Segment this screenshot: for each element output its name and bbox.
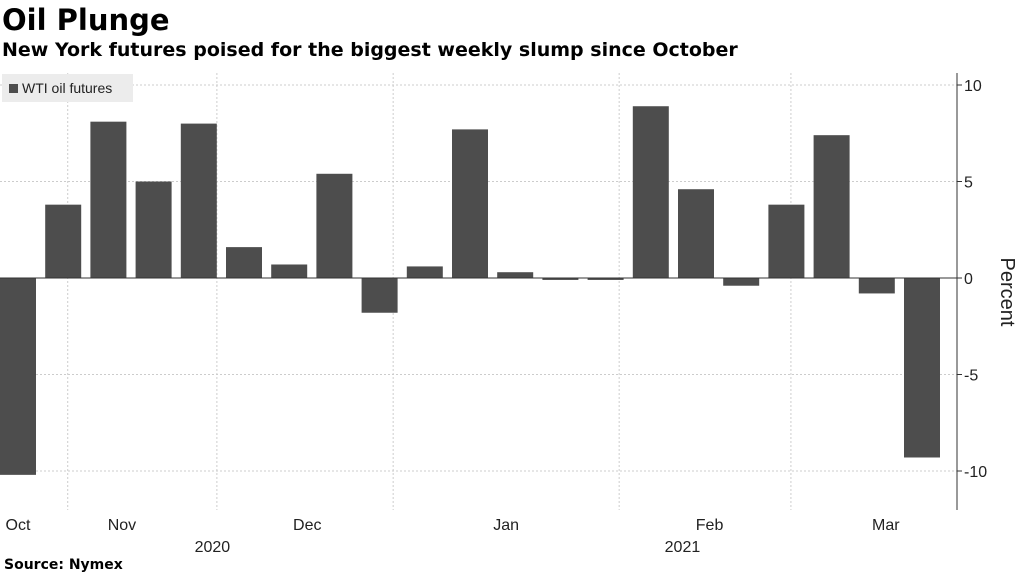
y-axis-label: Percent: [996, 258, 1018, 327]
bar: [542, 278, 579, 280]
axes: 10 5 0 -5 -10 Percent Oct Nov Dec Jan Feb Mar 2020 20…: [0, 73, 1018, 556]
legend: WTI oil futures: [2, 74, 133, 102]
x-tick-label: Jan: [493, 517, 519, 534]
x-year-label: 2020: [195, 539, 231, 556]
y-tick-label: -5: [964, 368, 978, 385]
bar: [316, 173, 353, 278]
x-tick-label: Mar: [872, 517, 900, 534]
chart-subtitle: New York futures poised for the biggest …: [2, 39, 738, 61]
bar: [587, 278, 624, 280]
bar: [497, 272, 534, 278]
bar: [180, 123, 217, 278]
x-tick-label: Dec: [293, 517, 321, 534]
bar: [452, 129, 488, 278]
y-tick-label: -10: [964, 464, 987, 481]
bar: [226, 247, 262, 278]
y-tick-label: 10: [964, 78, 982, 95]
bar: [813, 135, 850, 278]
bar: [858, 278, 895, 294]
x-year-label: 2021: [665, 539, 701, 556]
bar: [90, 121, 127, 278]
x-tick-label: Nov: [108, 517, 136, 534]
bars: [0, 106, 940, 475]
bar: [271, 264, 308, 278]
y-tick-label: 5: [964, 175, 973, 192]
bar: [135, 181, 172, 278]
bar: [678, 189, 714, 278]
legend-label: WTI oil futures: [22, 80, 112, 96]
legend-swatch: [9, 84, 18, 93]
bar: [406, 266, 443, 278]
bar: [723, 278, 760, 286]
x-tick-label: Feb: [696, 517, 724, 534]
source-note: Source: Nymex: [4, 557, 123, 573]
bar: [0, 278, 36, 475]
chart-title: Oil Plunge: [2, 3, 170, 37]
bar: [632, 106, 669, 278]
x-tick-label: Oct: [6, 517, 31, 534]
y-tick-label: 0: [964, 271, 973, 288]
bar: [768, 204, 805, 278]
bar: [361, 278, 398, 313]
bar: [45, 204, 82, 278]
legend-box: [2, 74, 133, 102]
bar: [904, 278, 940, 458]
